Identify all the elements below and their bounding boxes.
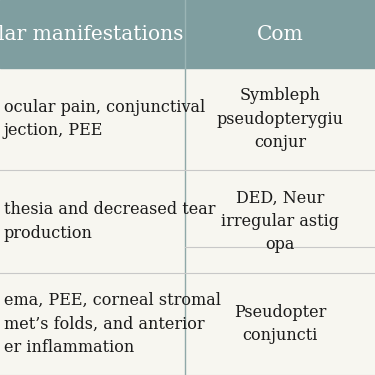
Text: DED, Neur
irregular astig
opa: DED, Neur irregular astig opa	[221, 189, 339, 254]
Text: Symbleph
pseudopterygiu
conjur: Symbleph pseudopterygiu conjur	[216, 87, 344, 151]
Bar	[0, 0, 375, 68]
Text: thesia and decreased tear
production: thesia and decreased tear production	[4, 201, 216, 242]
Text: lar manifestations: lar manifestations	[0, 24, 183, 44]
Text: Pseudopter
conjuncti: Pseudopter conjuncti	[234, 304, 326, 344]
Text: ema, PEE, corneal stromal
met’s folds, and anterior
er inflammation: ema, PEE, corneal stromal met’s folds, a…	[4, 292, 221, 356]
Text: ocular pain, conjunctival
jection, PEE: ocular pain, conjunctival jection, PEE	[4, 99, 205, 140]
Text: Com: Com	[256, 24, 303, 44]
